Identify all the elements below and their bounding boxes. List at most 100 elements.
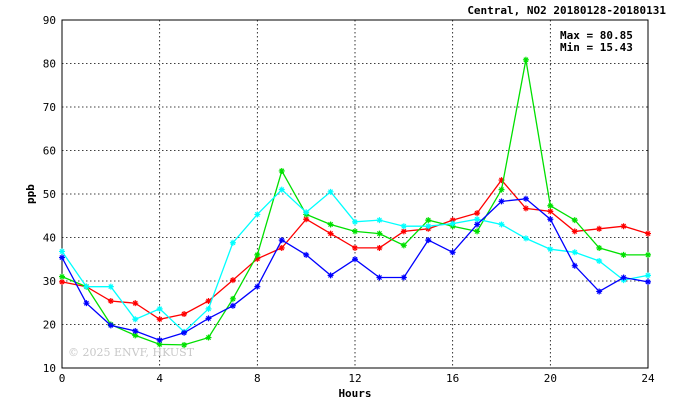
data-point <box>571 228 578 235</box>
x-tick-label: 20 <box>544 372 557 385</box>
data-point <box>376 244 383 251</box>
axis-ticks: 0 4 8 12 16 20 24 10 20 30 40 50 60 70 80 90 <box>43 14 655 385</box>
data-point <box>547 202 554 209</box>
data-point <box>571 262 578 269</box>
data-point <box>620 274 627 281</box>
data-point <box>156 337 163 344</box>
data-point <box>229 277 236 284</box>
data-point <box>205 315 212 322</box>
series-1 <box>59 177 651 323</box>
y-tick-label: 90 <box>43 14 56 27</box>
data-point <box>107 322 114 329</box>
data-point <box>376 230 383 237</box>
data-point <box>645 230 651 237</box>
data-point <box>132 332 139 339</box>
data-point <box>254 251 261 258</box>
data-point <box>352 244 358 251</box>
data-point <box>449 217 456 224</box>
x-tick-label: 16 <box>446 372 459 385</box>
y-tick-label: 60 <box>43 145 56 158</box>
data-point <box>596 257 603 264</box>
data-point <box>596 225 603 232</box>
y-tick-label: 30 <box>43 275 56 288</box>
max-label: Max = 80.85 <box>560 29 633 42</box>
data-point <box>59 278 65 285</box>
plot-area-frame <box>61 19 649 369</box>
data-point <box>376 274 383 281</box>
data-point <box>596 244 603 251</box>
data-point <box>254 283 261 290</box>
data-point <box>498 177 505 184</box>
y-axis-title: ppb <box>24 184 37 204</box>
data-point <box>229 302 236 309</box>
data-point <box>645 278 651 285</box>
y-tick-label: 10 <box>43 362 56 375</box>
data-point <box>59 248 65 255</box>
y-tick-label: 80 <box>43 58 56 71</box>
data-point <box>547 246 554 253</box>
min-label: Min = 15.43 <box>560 41 633 54</box>
x-tick-label: 24 <box>641 372 655 385</box>
data-point <box>400 274 407 281</box>
data-point <box>327 188 334 195</box>
data-point <box>547 216 554 223</box>
data-point <box>400 242 407 249</box>
data-point <box>596 288 603 295</box>
data-point <box>303 251 310 258</box>
data-point <box>352 228 358 235</box>
data-point <box>449 249 456 256</box>
x-tick-label: 8 <box>254 372 261 385</box>
data-point <box>498 221 505 228</box>
data-point <box>327 221 334 228</box>
data-point <box>278 186 285 193</box>
data-point <box>107 298 114 305</box>
x-tick-label: 4 <box>156 372 163 385</box>
chart-title: Central, NO2 20180128-20180131 <box>467 4 666 17</box>
data-point <box>83 300 90 307</box>
data-point <box>156 316 163 323</box>
series-line <box>61 59 648 346</box>
data-point <box>620 251 627 258</box>
data-point <box>474 210 481 217</box>
data-point <box>254 211 261 218</box>
data-point <box>107 283 114 290</box>
x-tick-label: 0 <box>59 372 66 385</box>
y-tick-label: 20 <box>43 319 56 332</box>
data-point <box>352 218 358 225</box>
data-point <box>522 205 529 212</box>
data-point <box>522 56 529 63</box>
data-point <box>229 295 236 302</box>
data-point <box>474 228 481 235</box>
data-point <box>59 254 65 261</box>
data-point <box>303 216 310 223</box>
x-tick-label: 12 <box>348 372 361 385</box>
data-point <box>205 298 212 305</box>
data-point <box>474 221 481 228</box>
data-point <box>327 272 334 279</box>
data-point <box>522 235 529 242</box>
copyright-watermark: © 2025 ENVF, HKUST <box>68 346 195 359</box>
data-point <box>303 209 310 216</box>
data-point <box>620 223 627 230</box>
data-point <box>229 239 236 246</box>
data-point <box>181 311 188 318</box>
data-point <box>400 228 407 235</box>
data-point <box>59 273 65 280</box>
data-point <box>278 244 285 251</box>
data-point <box>132 300 139 307</box>
data-point <box>278 237 285 244</box>
data-point <box>83 283 90 290</box>
data-point <box>498 198 505 205</box>
data-point <box>645 251 651 258</box>
data-point <box>327 230 334 237</box>
y-tick-label: 40 <box>43 232 56 245</box>
data-point <box>132 328 139 335</box>
data-point <box>156 341 163 348</box>
data-point <box>474 216 481 223</box>
series-layer <box>59 56 651 348</box>
data-point <box>400 223 407 230</box>
data-point <box>522 195 529 202</box>
data-point <box>205 305 212 312</box>
data-point <box>254 255 261 262</box>
